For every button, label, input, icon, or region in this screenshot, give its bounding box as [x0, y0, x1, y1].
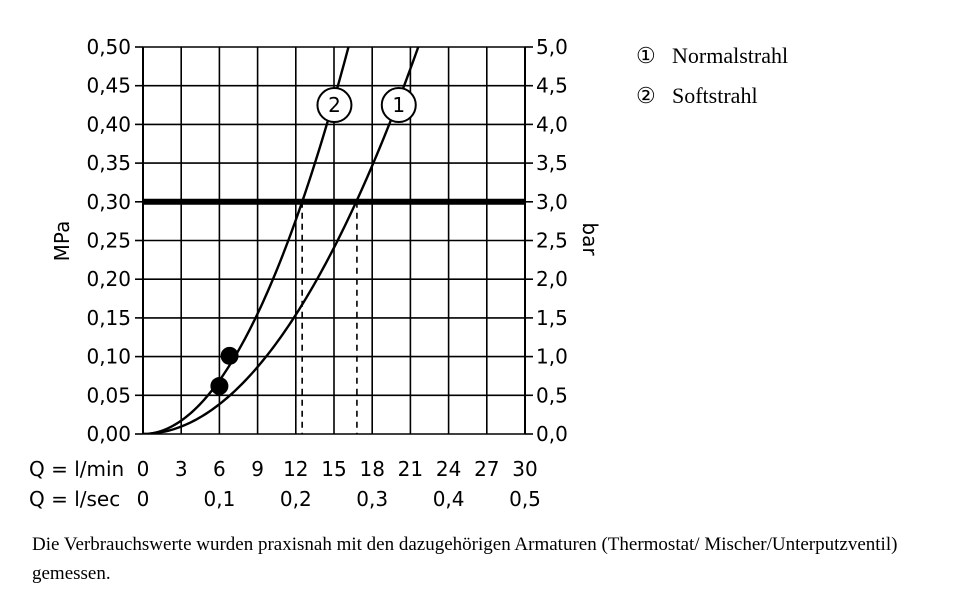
right-axis-tick-label: 1,0: [536, 345, 568, 369]
reference-line-layer: [143, 198, 525, 434]
curves: 12: [143, 47, 420, 434]
x-axis-lsec-tick-label: 0,4: [433, 487, 465, 511]
x-axis-lsec-tick-label: 0,1: [203, 487, 235, 511]
left-axis-tick-label: 0,25: [86, 229, 131, 253]
series-line-2: [143, 47, 350, 434]
x-axis-lmin-tick-label: 9: [251, 457, 264, 481]
legend-marker: ①: [636, 43, 656, 68]
x-axis-lmin-tick-label: 0: [137, 457, 150, 481]
x-axis-lmin-tick-label: 30: [512, 457, 537, 481]
curve-marker-label-2: 2: [328, 93, 341, 117]
x-axis-lmin-tick-label: 24: [436, 457, 461, 481]
x-axis-lmin-tick-label: 27: [474, 457, 499, 481]
legend-marker: ②: [636, 83, 656, 108]
x-axis-lmin-tick-label: 3: [175, 457, 188, 481]
right-axis-tick-label: 2,5: [536, 229, 568, 253]
right-axis-tick-label: 3,5: [536, 151, 568, 175]
right-axis-tick-label: 2,0: [536, 267, 568, 291]
right-axis-tick-label: 4,0: [536, 112, 568, 136]
x-axis-lsec-tick-label: 0,2: [280, 487, 312, 511]
right-axis-title: bar: [578, 222, 602, 256]
pressure-flow-chart: 12 0,000,050,100,150,200,250,300,350,400…: [29, 35, 788, 511]
x-axis-lmin-title: Q = l/min: [29, 457, 124, 481]
legend: ① Normalstrahl ② Softstrahl: [636, 43, 788, 108]
left-axis-tick-label: 0,10: [86, 345, 131, 369]
footnote: Die Verbrauchswerte wurden praxisnah mit…: [32, 534, 898, 584]
right-axis-tick-label: 4,5: [536, 74, 568, 98]
right-axis-tick-label: 3,0: [536, 190, 568, 214]
curve-marker-label-1: 1: [392, 93, 405, 117]
x-axis-lmin-tick-label: 21: [398, 457, 423, 481]
x-axis-lmin-tick-label: 15: [321, 457, 346, 481]
right-axis-tick-label: 0,5: [536, 383, 568, 407]
x-axis-lmin-tick-label: 12: [283, 457, 308, 481]
series-point-2: [220, 346, 239, 365]
left-axis-tick-label: 0,40: [86, 112, 131, 136]
left-axis-tick-label: 0,20: [86, 267, 131, 291]
curve-marker-circle-1: [380, 87, 417, 124]
x-axis-lsec-tick-label: 0: [137, 487, 150, 511]
left-axis-tick-label: 0,35: [86, 151, 131, 175]
curve-group: [143, 47, 420, 434]
left-axis-tick-label: 0,15: [86, 306, 131, 330]
left-axis-tick-label: 0,05: [86, 383, 131, 407]
x-axis-lsec-title: Q = l/sec: [29, 487, 120, 511]
right-axis-tick-label: 1,5: [536, 306, 568, 330]
x-axis-lmin-tick-label: 6: [213, 457, 226, 481]
left-axis-tick-label: 0,30: [86, 190, 131, 214]
series-point-1: [210, 377, 229, 396]
curve-marker-circle-2: [316, 87, 353, 124]
left-axis-title: MPa: [50, 221, 74, 262]
x-axis-lsec-tick-label: 0,5: [509, 487, 541, 511]
right-axis-tick-label: 0,0: [536, 422, 568, 446]
labels: 0,000,050,100,150,200,250,300,350,400,45…: [29, 35, 602, 511]
legend-entry: Softstrahl: [672, 83, 758, 108]
left-axis-tick-label: 0,50: [86, 35, 131, 59]
left-axis-tick-label: 0,45: [86, 74, 131, 98]
x-axis-lsec-tick-label: 0,3: [356, 487, 388, 511]
right-axis-tick-label: 5,0: [536, 35, 568, 59]
x-axis-lmin-tick-label: 18: [359, 457, 384, 481]
legend-entry: Normalstrahl: [672, 43, 788, 68]
left-axis-tick-label: 0,00: [86, 422, 131, 446]
series-line-1: [143, 47, 420, 434]
